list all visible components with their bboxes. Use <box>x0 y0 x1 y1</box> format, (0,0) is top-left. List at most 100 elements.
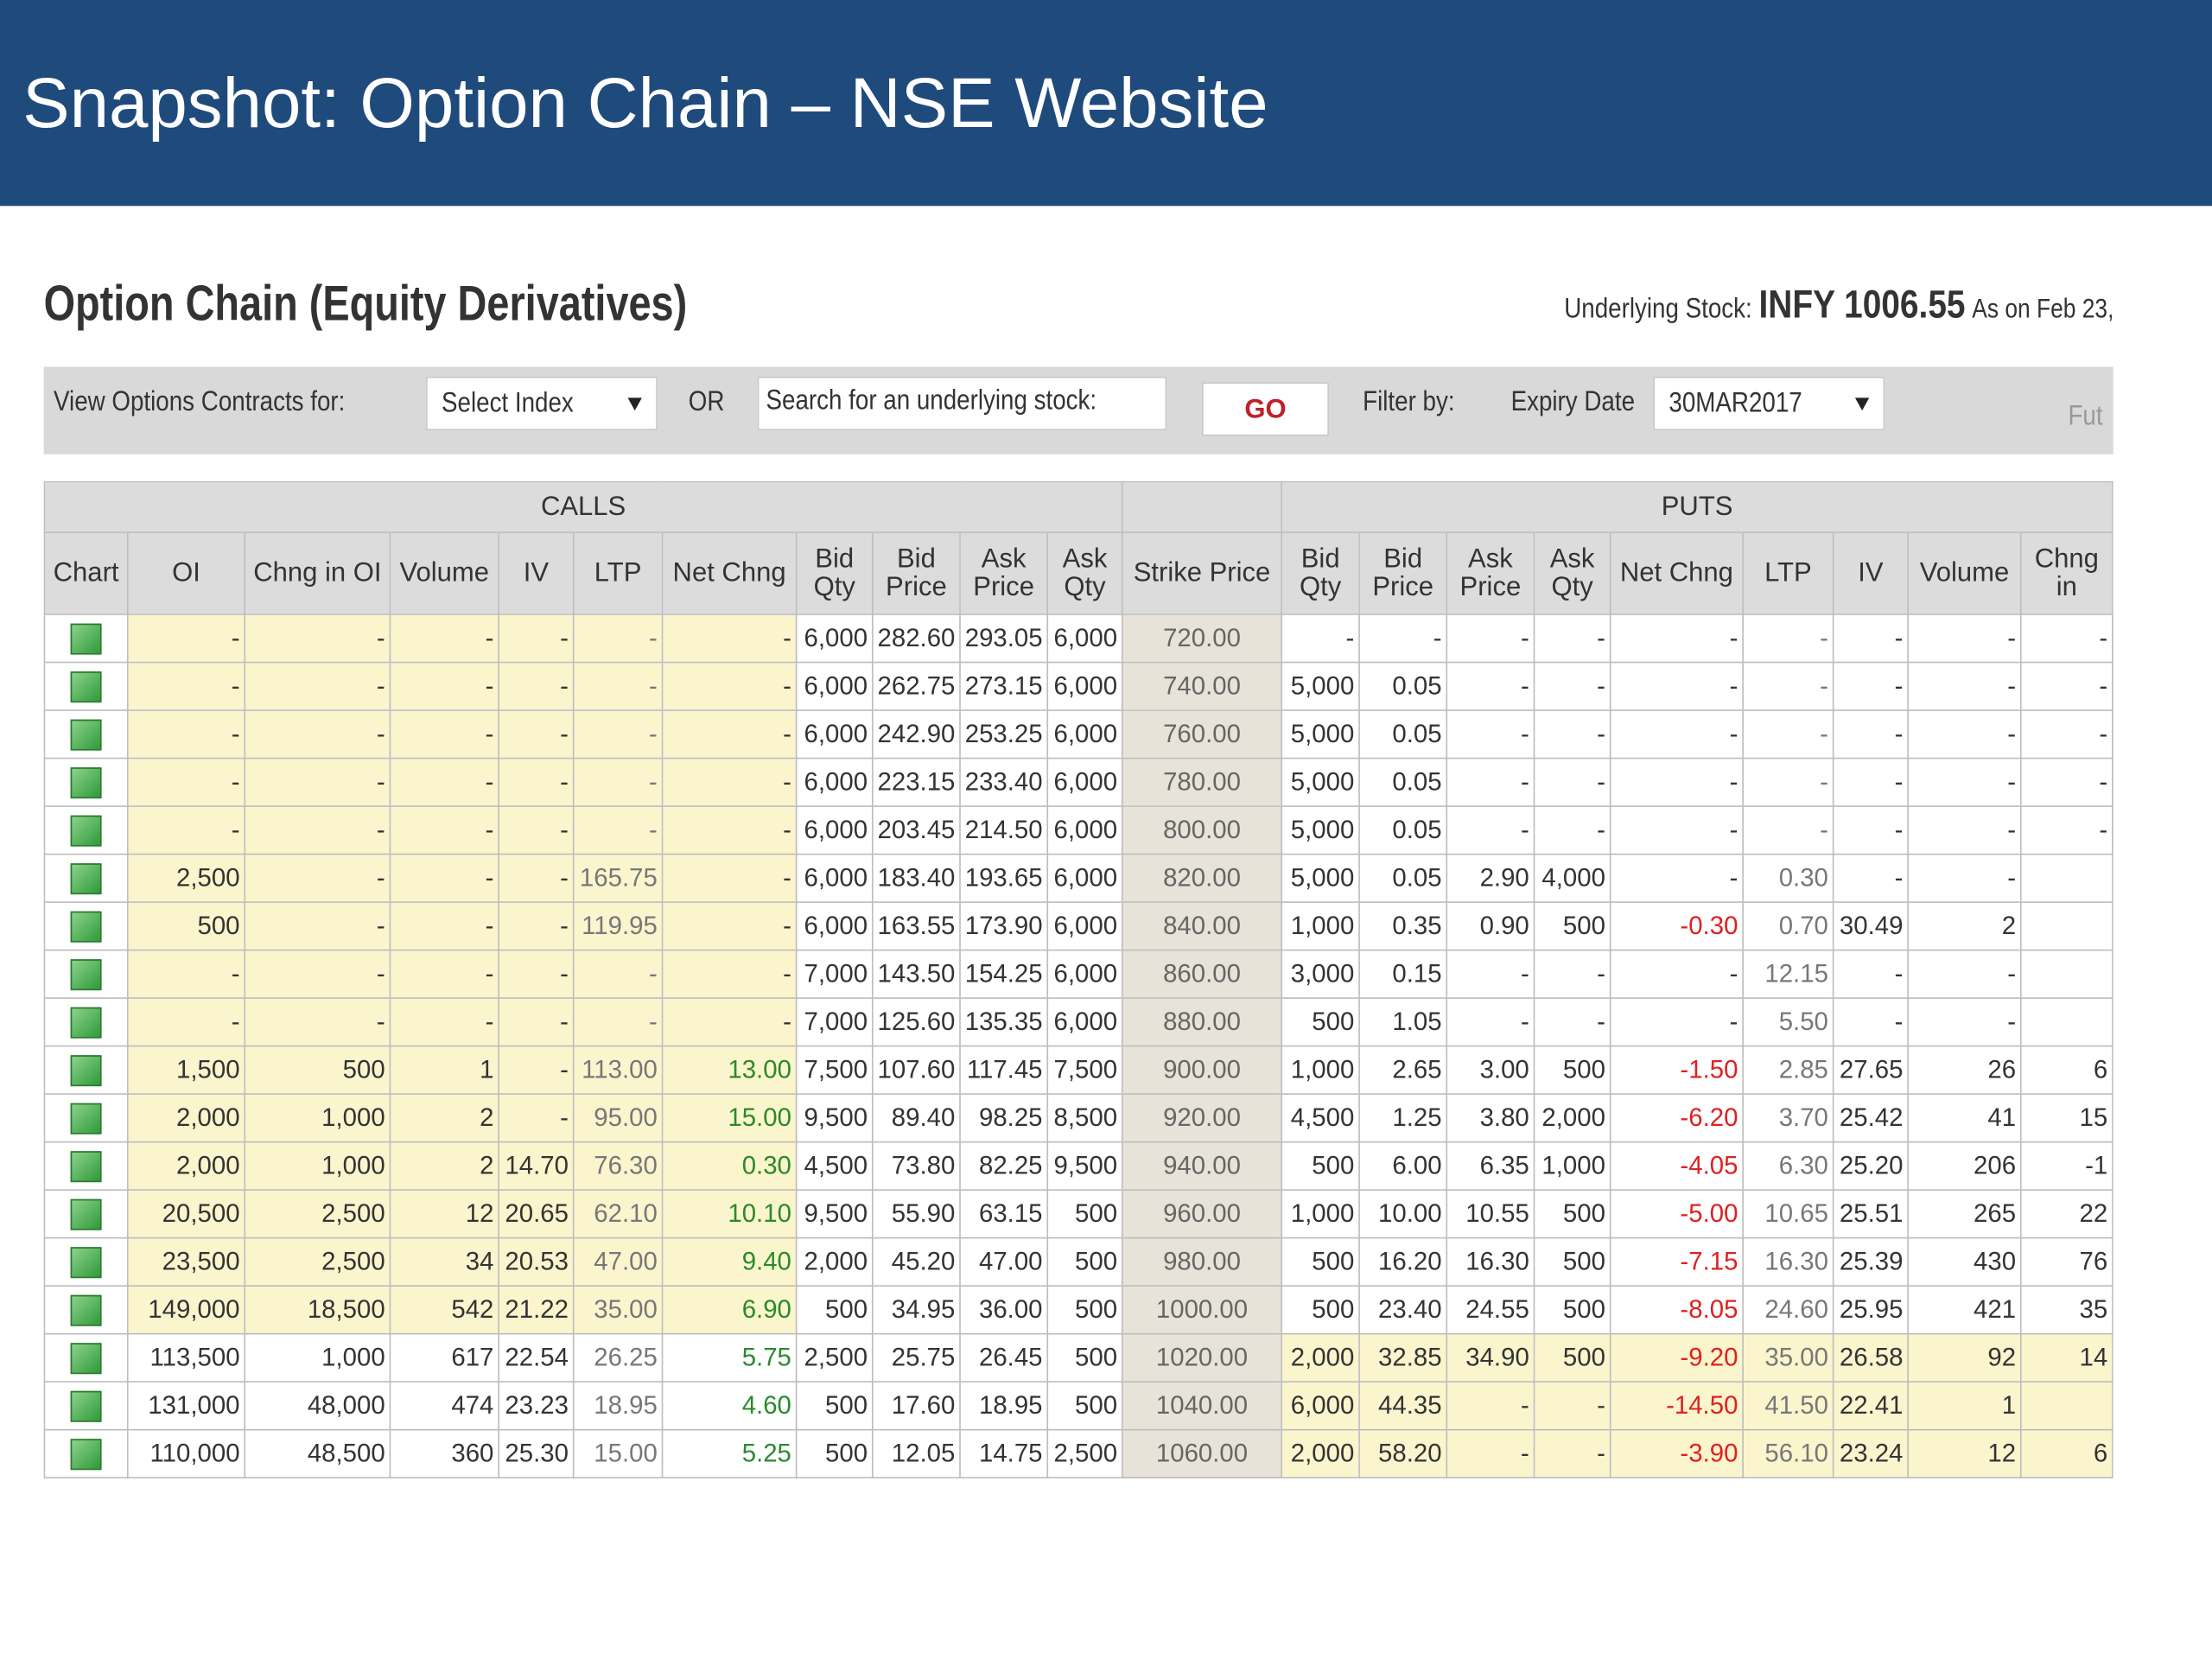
search-input[interactable]: Search for an underlying stock: <box>757 376 1167 430</box>
data-cell: 2.65 <box>1358 1045 1448 1095</box>
data-cell: 6,000 <box>1046 901 1123 951</box>
data-cell: 233.40 <box>959 757 1049 807</box>
chart-icon[interactable] <box>70 623 102 654</box>
data-cell: 6 <box>2019 1428 2113 1479</box>
data-cell: 16.30 <box>1446 1236 1535 1287</box>
data-cell: 6.00 <box>1358 1141 1448 1191</box>
table-body: - - - - - -6,000 282.60 293.05 6,000 720.00- - - - - -… <box>43 613 2113 1479</box>
data-cell: - <box>126 709 246 760</box>
chart-icon[interactable] <box>70 766 102 798</box>
data-cell: 500 <box>795 1428 874 1479</box>
chart-icon[interactable] <box>70 862 102 894</box>
chart-icon[interactable] <box>70 1103 102 1135</box>
chart-icon[interactable] <box>70 911 102 942</box>
data-cell: 10.55 <box>1446 1189 1535 1239</box>
chart-icon[interactable] <box>70 1342 102 1374</box>
chart-icon[interactable] <box>70 1438 102 1470</box>
expiry-label: Expiry Date <box>1510 386 1636 418</box>
strike-cell: 840.00 <box>1121 901 1283 951</box>
data-cell: 6,000 <box>1281 1381 1360 1431</box>
data-cell: 1,000 <box>244 1093 391 1143</box>
column-header: Net Chng <box>661 531 798 615</box>
data-cell: 293.05 <box>959 613 1049 664</box>
chart-icon[interactable] <box>70 671 102 702</box>
data-cell: 223.15 <box>871 757 961 807</box>
data-cell: -9.20 <box>1609 1332 1744 1382</box>
data-cell: 47.00 <box>572 1236 664 1287</box>
data-cell: 12.15 <box>1742 949 1834 999</box>
data-cell: - <box>1446 997 1535 1047</box>
data-cell: 0.05 <box>1358 805 1448 855</box>
column-header: Chng in <box>2019 531 2113 615</box>
data-cell: 0.30 <box>1742 853 1834 903</box>
data-cell: 20.53 <box>498 1236 575 1287</box>
data-cell: 15 <box>2019 1093 2113 1143</box>
data-cell: - <box>572 661 664 711</box>
data-cell: 14 <box>2019 1332 2113 1382</box>
go-button[interactable]: GO <box>1202 382 1329 436</box>
data-cell: 273.15 <box>959 661 1049 711</box>
data-cell: 193.65 <box>959 853 1049 903</box>
chart-icon[interactable] <box>70 1390 102 1422</box>
chart-icon[interactable] <box>70 1294 102 1326</box>
data-cell: 35 <box>2019 1285 2113 1335</box>
data-cell: - <box>1358 613 1448 664</box>
chart-icon[interactable] <box>70 719 102 750</box>
data-cell: 26.45 <box>959 1332 1049 1382</box>
data-cell: 253.25 <box>959 709 1049 760</box>
data-cell: 4,500 <box>1281 1093 1360 1143</box>
chart-icon[interactable] <box>70 958 102 990</box>
data-cell: - <box>1742 757 1834 807</box>
table-row: 23,500 2,500 34 20.53 47.00 9.40 2,000 45.20 47.… <box>43 1236 2113 1287</box>
data-cell: 41 <box>1907 1093 2022 1143</box>
data-cell: -7.15 <box>1609 1236 1744 1287</box>
data-cell: 23.40 <box>1358 1285 1448 1335</box>
data-cell: 20,500 <box>126 1189 246 1239</box>
futures-link[interactable]: Fut <box>2068 400 2103 432</box>
data-cell: 20.65 <box>498 1189 575 1239</box>
data-cell: 14.70 <box>498 1141 575 1191</box>
data-cell: 76 <box>2019 1236 2113 1287</box>
chart-icon[interactable] <box>70 1246 102 1278</box>
chart-icon[interactable] <box>70 1150 102 1182</box>
data-cell: 44.35 <box>1358 1381 1448 1431</box>
data-cell: 15.00 <box>572 1428 664 1479</box>
data-cell: 214.50 <box>959 805 1049 855</box>
data-cell: 2.90 <box>1446 853 1535 903</box>
data-cell: 24.60 <box>1742 1285 1834 1335</box>
data-cell: 45.20 <box>871 1236 961 1287</box>
data-cell: - <box>126 805 246 855</box>
data-cell: 2 <box>1907 901 2022 951</box>
data-cell: 4.60 <box>661 1381 798 1431</box>
chart-icon[interactable] <box>70 815 102 846</box>
puts-header: PUTS <box>1281 480 2113 534</box>
chart-icon[interactable] <box>70 1007 102 1039</box>
data-cell: 0.30 <box>661 1141 798 1191</box>
page-title: Option Chain (Equity Derivatives) <box>43 276 688 332</box>
data-cell: 131,000 <box>126 1381 246 1431</box>
data-cell: - <box>244 853 391 903</box>
data-cell: 500 <box>1046 1285 1123 1335</box>
column-header: Ask Price <box>1446 531 1535 615</box>
chart-icon[interactable] <box>70 1054 102 1086</box>
data-cell <box>2019 853 2113 903</box>
data-cell: - <box>1281 613 1360 664</box>
data-cell: - <box>1533 805 1611 855</box>
data-cell: 36.00 <box>959 1285 1049 1335</box>
data-cell: - <box>1446 757 1535 807</box>
data-cell: 34 <box>389 1236 499 1287</box>
data-cell: 2,500 <box>244 1189 391 1239</box>
expiry-select[interactable]: 30MAR2017 <box>1653 376 1885 430</box>
chart-icon[interactable] <box>70 1198 102 1230</box>
data-cell: 5,000 <box>1281 709 1360 760</box>
data-cell: 474 <box>389 1381 499 1431</box>
data-cell: 26 <box>1907 1045 2022 1095</box>
select-index[interactable]: Select Index <box>426 376 658 430</box>
data-cell: 119.95 <box>572 901 664 951</box>
table-row: 131,000 48,000 474 23.23 18.95 4.60 500 17.60 18… <box>43 1381 2113 1431</box>
data-cell: 21.22 <box>498 1285 575 1335</box>
chart-cell <box>43 1093 129 1143</box>
data-cell: 14.75 <box>959 1428 1049 1479</box>
data-cell: 3.70 <box>1742 1093 1834 1143</box>
data-cell: 2,500 <box>244 1236 391 1287</box>
